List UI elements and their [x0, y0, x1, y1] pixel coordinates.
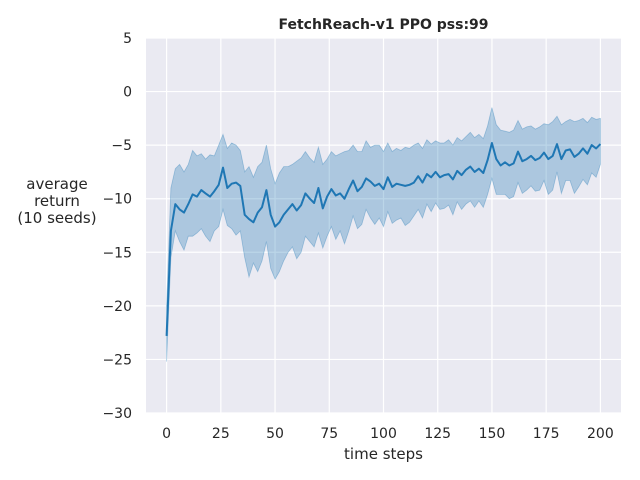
y-axis-label-line-2: return — [34, 192, 80, 210]
x-tick-label: 75 — [320, 426, 338, 442]
y-tick-labels: 5 0 −5 −10 −15 −20 −25 −30 — [102, 31, 132, 422]
x-tick-label: 100 — [370, 426, 397, 442]
y-tick-label: −30 — [102, 406, 132, 422]
x-tick-label: 25 — [212, 426, 230, 442]
x-tick-label: 0 — [162, 426, 171, 442]
x-tick-labels: 0 25 50 75 100 125 150 175 200 — [162, 426, 614, 442]
x-tick-label: 175 — [533, 426, 560, 442]
chart-title: FetchReach-v1 PPO pss:99 — [278, 17, 488, 33]
x-tick-label: 50 — [266, 426, 284, 442]
confidence-band — [166, 107, 601, 362]
y-tick-label: −10 — [102, 192, 132, 208]
y-axis-label-line-1: average — [26, 175, 87, 193]
confidence-band-area — [166, 107, 601, 362]
mean-line — [165, 142, 602, 336]
y-tick-label: 5 — [123, 31, 132, 47]
y-tick-label: −5 — [111, 138, 132, 154]
y-axis-label-line-3: (10 seeds) — [17, 209, 96, 227]
y-tick-label: −15 — [102, 245, 132, 261]
y-tick-label: −25 — [102, 352, 132, 368]
x-axis-label: time steps — [344, 445, 423, 463]
x-tick-label: 150 — [479, 426, 506, 442]
y-tick-label: 0 — [123, 85, 132, 101]
y-tick-label: −20 — [102, 299, 132, 315]
x-tick-label: 125 — [424, 426, 451, 442]
x-tick-label: 200 — [587, 426, 614, 442]
grid-lines — [146, 37, 621, 414]
mean-return-line — [165, 142, 602, 336]
